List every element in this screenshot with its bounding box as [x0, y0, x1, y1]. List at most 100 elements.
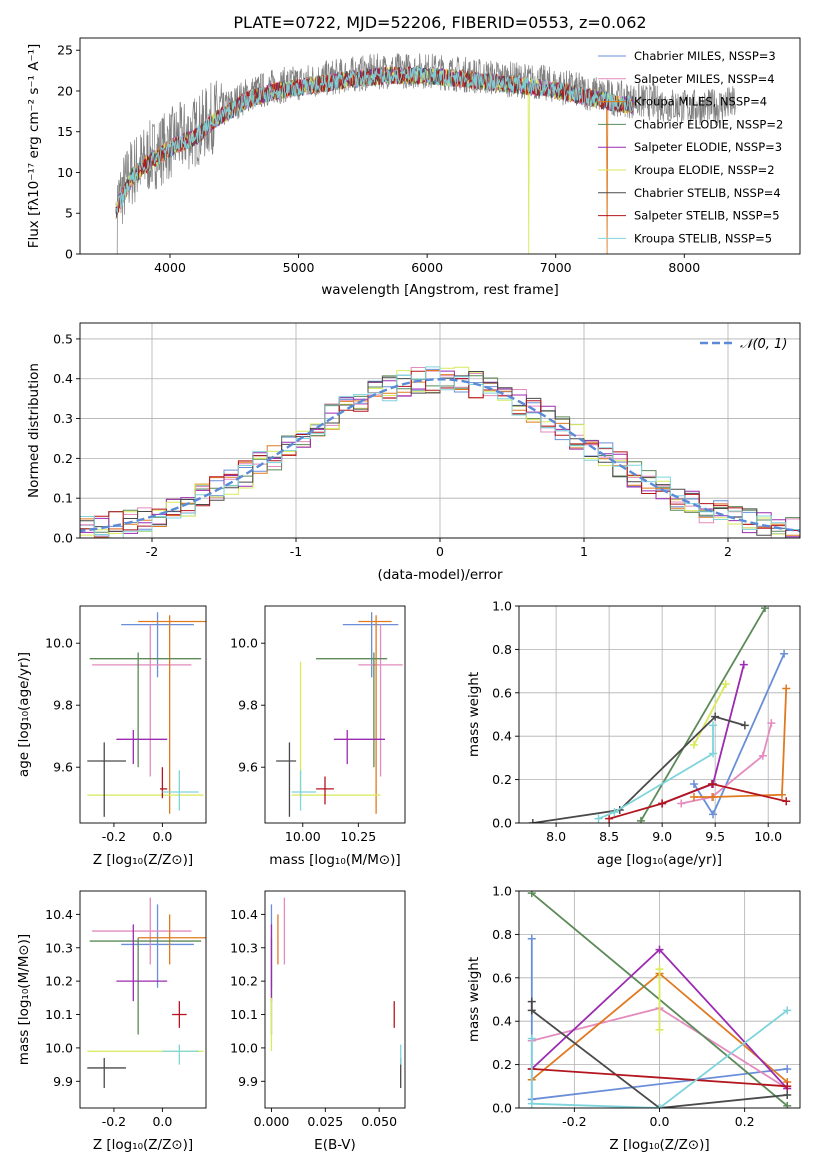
- y-tick-label: 0.0: [492, 816, 512, 831]
- residuals-plot-area: [80, 366, 800, 538]
- legend-entry: Salpeter ELODIE, NSSP=3: [634, 140, 782, 154]
- y-tick-label: 0.4: [492, 1014, 512, 1029]
- weight-point-marker: [761, 606, 770, 613]
- x-tick-label: -0.2: [562, 1114, 586, 1129]
- y-tick-label: 0.2: [53, 451, 73, 466]
- y-tick-label: 10.4: [230, 907, 258, 922]
- weight-series-line: [693, 683, 727, 746]
- weight-point-marker: [677, 799, 686, 808]
- y-axis-label: mass [log₁₀(M/M⊙)]: [16, 934, 32, 1065]
- weight-point-marker: [707, 779, 716, 788]
- weight-point-marker: [636, 816, 645, 823]
- y-tick-label: 0.4: [492, 729, 512, 744]
- x-tick-label: 10.00: [285, 829, 321, 844]
- weight-point-marker: [709, 810, 718, 819]
- y-tick-label: 10.3: [230, 940, 258, 955]
- y-tick-label: 10: [57, 165, 73, 180]
- x-axis-label: (data-model)/error: [377, 567, 503, 583]
- y-tick-label: 10.2: [45, 974, 73, 989]
- x-axis-label: Z [log₁₀(Z/Z⊙)]: [609, 1137, 709, 1153]
- weight-series-line: [661, 664, 745, 805]
- y-tick-label: 9.8: [53, 698, 73, 713]
- y-tick-label: 10.4: [45, 907, 73, 922]
- mass-vs-Z-plot-area: [87, 897, 206, 1088]
- weight-point-marker: [782, 684, 791, 693]
- weight-point-marker: [783, 1082, 792, 1091]
- y-tick-label: 15: [57, 124, 73, 139]
- y-axis-label: Flux [fλ10⁻¹⁷ erg cm⁻² s⁻¹ A⁻¹]: [26, 44, 42, 249]
- x-tick-label: 10.25: [340, 829, 376, 844]
- x-tick-label: 0.0: [650, 1114, 670, 1129]
- y-tick-label: 1.0: [492, 884, 512, 899]
- weight-point-marker: [527, 1034, 536, 1043]
- x-tick-label: 4000: [154, 260, 186, 275]
- weight-vs-age-frame: [518, 605, 801, 824]
- y-tick-label: 10.0: [45, 1040, 73, 1055]
- x-tick-label: -0.2: [102, 1114, 126, 1129]
- mass-vs-Z-frame: [79, 890, 207, 1109]
- y-tick-label: 0.5: [53, 331, 73, 346]
- x-tick-label: -0.2: [102, 829, 126, 844]
- weight-series-line: [531, 1068, 788, 1088]
- legend-entry: Salpeter MILES, NSSP=4: [634, 72, 775, 86]
- weight-point-marker: [689, 740, 698, 749]
- y-tick-label: 10.1: [45, 1007, 73, 1022]
- y-tick-label: 9.9: [238, 1074, 258, 1089]
- x-axis-label: Z [log₁₀(Z/Z⊙)]: [93, 852, 193, 868]
- x-tick-label: 2: [724, 544, 732, 559]
- x-tick-label: 6000: [411, 260, 443, 275]
- weight-point-marker: [655, 1104, 664, 1108]
- weight-vs-age-plot-area: [528, 606, 791, 823]
- mass-vs-EBV-frame: [264, 890, 406, 1109]
- weight-point-marker: [689, 792, 698, 801]
- weight-series-line: [530, 1009, 788, 1108]
- weight-point-marker: [758, 751, 767, 760]
- x-axis-label: age [log₁₀(age/yr)]: [597, 852, 722, 868]
- x-axis-label: Z [log₁₀(Z/Z⊙)]: [93, 1137, 193, 1153]
- y-axis-label: Normed distribution: [26, 363, 42, 498]
- x-tick-label: 0.000: [254, 1114, 290, 1129]
- legend-entry: Kroupa MILES, NSSP=4: [634, 95, 767, 109]
- x-tick-label: 0.0: [152, 829, 172, 844]
- weight-point-marker: [739, 660, 748, 669]
- x-tick-label: 0.025: [307, 1114, 343, 1129]
- weight-point-marker: [709, 721, 718, 730]
- normal-reference-curve: [80, 377, 800, 533]
- x-tick-label: 1: [580, 544, 588, 559]
- legend-entry: 𝒩(0, 1): [740, 337, 787, 352]
- weight-point-marker: [658, 799, 667, 808]
- weight-series-line: [694, 688, 788, 798]
- weight-point-marker: [782, 797, 791, 806]
- y-tick-label: 10.0: [45, 636, 73, 651]
- weight-point-marker: [528, 819, 537, 823]
- y-tick-label: 10.0: [230, 1040, 258, 1055]
- y-tick-label: 0.1: [53, 491, 73, 506]
- y-tick-label: 0.4: [53, 371, 73, 386]
- x-tick-label: 8.0: [546, 829, 566, 844]
- observed-spectrum-line: [116, 53, 736, 254]
- y-tick-label: 10.0: [230, 636, 258, 651]
- x-tick-label: 0.0: [152, 1114, 172, 1129]
- y-axis-label: age [log₁₀(age/yr)]: [16, 652, 32, 777]
- y-axis-label: mass weight: [466, 672, 482, 757]
- y-tick-label: 10.1: [230, 1007, 258, 1022]
- y-axis-label: mass weight: [466, 957, 482, 1042]
- y-tick-label: 9.9: [53, 1074, 73, 1089]
- weight-point-marker: [655, 965, 664, 974]
- legend-entry: Kroupa ELODIE, NSSP=2: [634, 163, 775, 177]
- legend-entry: Kroupa STELIB, NSSP=5: [634, 231, 772, 245]
- age-vs-mass-plot-area: [276, 612, 403, 817]
- y-tick-label: 9.6: [238, 760, 258, 775]
- y-tick-label: 1.0: [492, 599, 512, 614]
- x-tick-label: 0.050: [361, 1114, 397, 1129]
- weight-point-marker: [709, 792, 718, 801]
- x-axis-label: wavelength [Angstrom, rest frame]: [321, 282, 559, 298]
- mass-vs-EBV-plot-area: [270, 897, 402, 1088]
- weight-point-marker: [527, 1006, 536, 1015]
- x-axis-label: mass [log₁₀(M/M⊙)]: [269, 852, 400, 868]
- age-vs-Z-frame: [79, 605, 207, 824]
- x-tick-label: 9.0: [652, 829, 672, 844]
- weight-series-line: [598, 725, 714, 820]
- age-vs-mass-frame: [264, 605, 406, 824]
